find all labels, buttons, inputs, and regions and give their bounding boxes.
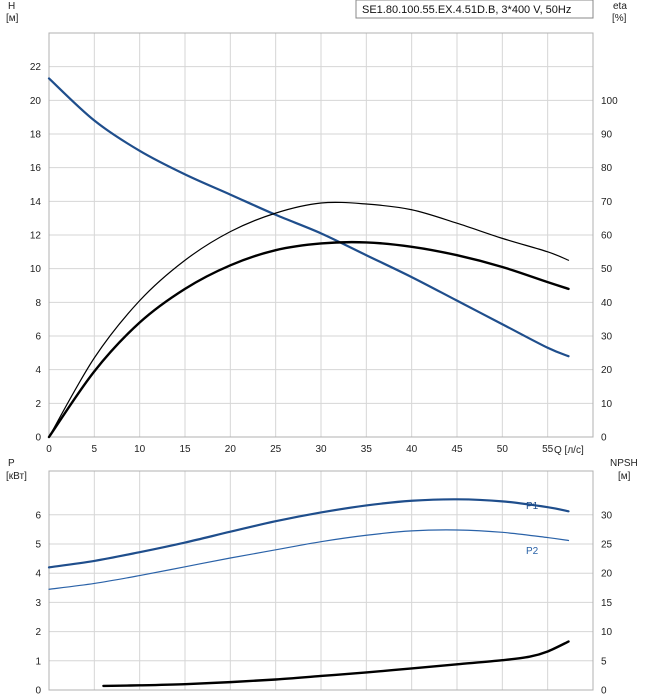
- top-y2-tick-label: 100: [601, 96, 618, 107]
- top-y2-tick-label: 0: [601, 433, 607, 444]
- top-y2-tick-label: 80: [601, 163, 613, 174]
- top-series-line-2: [47, 240, 570, 439]
- bot-series-line-0: [47, 498, 570, 569]
- bot-y-tick-label: 6: [35, 510, 41, 521]
- top-x-tick-label: 40: [406, 444, 418, 455]
- top-right-axis-label-line2: [%]: [612, 13, 627, 24]
- bot-y2-tick-label: 0: [601, 686, 607, 697]
- top-y-tick-label: 14: [30, 197, 42, 208]
- top-series-line-0: [47, 77, 570, 358]
- top-y2-tick-label: 30: [601, 332, 613, 343]
- top-x-tick-label: 25: [270, 444, 282, 455]
- top-x-tick-label: 50: [497, 444, 509, 455]
- top-right-axis-label-line1: eta: [613, 1, 627, 12]
- top-y-tick-label: 8: [35, 298, 41, 309]
- bottom-right-y-ticks: 0 5 10 15 20 25 30: [601, 510, 613, 696]
- bottom-plot-frame: [48, 470, 594, 691]
- top-y-tick-label: 6: [35, 332, 41, 343]
- power-npsh-panel: 0 1 2 3 4 5 6 0 5 10 15 20 25 30 P [кВт] NPSH [м] P1…: [6, 458, 638, 697]
- top-x-tick-label: 55: [542, 444, 554, 455]
- top-y-tick-label: 12: [30, 231, 42, 242]
- top-left-axis-label-line2: [м]: [6, 13, 19, 24]
- top-y2-tick-label: 90: [601, 130, 613, 141]
- chart-title: SE1.80.100.55.EX.4.51D.B, 3*400 V, 50Hz: [362, 4, 571, 16]
- top-y-tick-label: 2: [35, 399, 41, 410]
- top-right-y-ticks: 0 10 20 30 40 50 60 70 80 90 100: [601, 96, 618, 444]
- bot-y2-tick-label: 30: [601, 510, 613, 521]
- p1-series-label: P1: [526, 501, 539, 512]
- bottom-right-axis-label-line2: [м]: [618, 471, 631, 482]
- top-x-tick-label: 45: [451, 444, 463, 455]
- bot-y-tick-label: 2: [35, 627, 41, 638]
- bottom-left-axis-label-line2: [кВт]: [6, 471, 27, 482]
- bot-y2-tick-label: 5: [601, 656, 607, 667]
- top-y2-tick-label: 40: [601, 298, 613, 309]
- top-y-tick-label: 0: [35, 433, 41, 444]
- chart-title-box: [355, 0, 594, 19]
- p2-series-label: P2: [526, 546, 539, 557]
- top-x-tick-label: 5: [92, 444, 98, 455]
- top-y2-tick-label: 60: [601, 231, 613, 242]
- top-x-ticks: 0 5 10 15 20 25 30 35 40 45 50 55: [46, 444, 553, 455]
- top-x-tick-label: 0: [46, 444, 52, 455]
- top-x-tick-label: 35: [361, 444, 373, 455]
- bot-y-tick-label: 0: [35, 686, 41, 697]
- bot-y2-tick-label: 20: [601, 569, 613, 580]
- bottom-left-axis-label-line1: P: [8, 458, 15, 469]
- top-series-group: [47, 77, 570, 439]
- top-y-tick-label: 22: [30, 62, 42, 73]
- bot-y-tick-label: 4: [35, 569, 41, 580]
- top-y2-tick-label: 50: [601, 264, 613, 275]
- top-y-tick-label: 18: [30, 130, 42, 141]
- top-y-tick-label: 16: [30, 163, 42, 174]
- bot-y2-tick-label: 10: [601, 627, 613, 638]
- top-grid: [48, 33, 593, 438]
- top-y-tick-label: 4: [35, 365, 41, 376]
- bottom-right-axis-label-line1: NPSH: [610, 458, 638, 469]
- top-y-tick-label: 20: [30, 96, 42, 107]
- top-y-tick-label: 10: [30, 264, 42, 275]
- top-plot-frame: [48, 32, 594, 438]
- top-left-y-ticks: 0 2 4 6 8 10 12 14 16 18 20 22: [30, 62, 42, 443]
- top-x-tick-label: 30: [315, 444, 327, 455]
- bottom-series-group: [47, 498, 570, 688]
- bot-y-tick-label: 3: [35, 598, 41, 609]
- bottom-left-y-ticks: 0 1 2 3 4 5 6: [35, 510, 41, 696]
- bot-y2-tick-label: 15: [601, 598, 613, 609]
- top-x-axis-label: Q [л/с]: [554, 445, 584, 456]
- bot-y-tick-label: 1: [35, 656, 41, 667]
- bottom-grid: [48, 471, 593, 691]
- bot-y2-tick-label: 25: [601, 540, 613, 551]
- top-series-line-1: [48, 201, 570, 438]
- bot-series-line-1: [48, 529, 570, 590]
- top-x-tick-label: 10: [134, 444, 146, 455]
- bot-series-line-2: [102, 640, 570, 688]
- top-x-tick-label: 20: [225, 444, 237, 455]
- top-y2-tick-label: 20: [601, 365, 613, 376]
- top-y2-tick-label: 10: [601, 399, 613, 410]
- top-x-tick-label: 15: [179, 444, 191, 455]
- bot-y-tick-label: 5: [35, 540, 41, 551]
- top-y2-tick-label: 70: [601, 197, 613, 208]
- top-left-axis-label-line1: H: [8, 1, 15, 12]
